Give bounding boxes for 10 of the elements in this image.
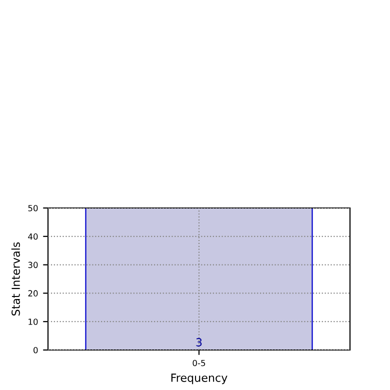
annotation: 3 xyxy=(196,338,202,346)
y-tick-label: 20 xyxy=(28,290,38,296)
y-axis-title: Stat Intervals xyxy=(11,242,20,316)
y-tick-label: 30 xyxy=(28,262,38,268)
x-tick-label: 0-5 xyxy=(192,360,206,366)
y-tick-label: 0 xyxy=(34,346,38,354)
x-axis-title: Frequency xyxy=(171,374,228,384)
y-tick-label: 40 xyxy=(28,233,38,240)
y-tick-label: 50 xyxy=(28,204,38,212)
y-tick-label: 10 xyxy=(28,318,38,325)
